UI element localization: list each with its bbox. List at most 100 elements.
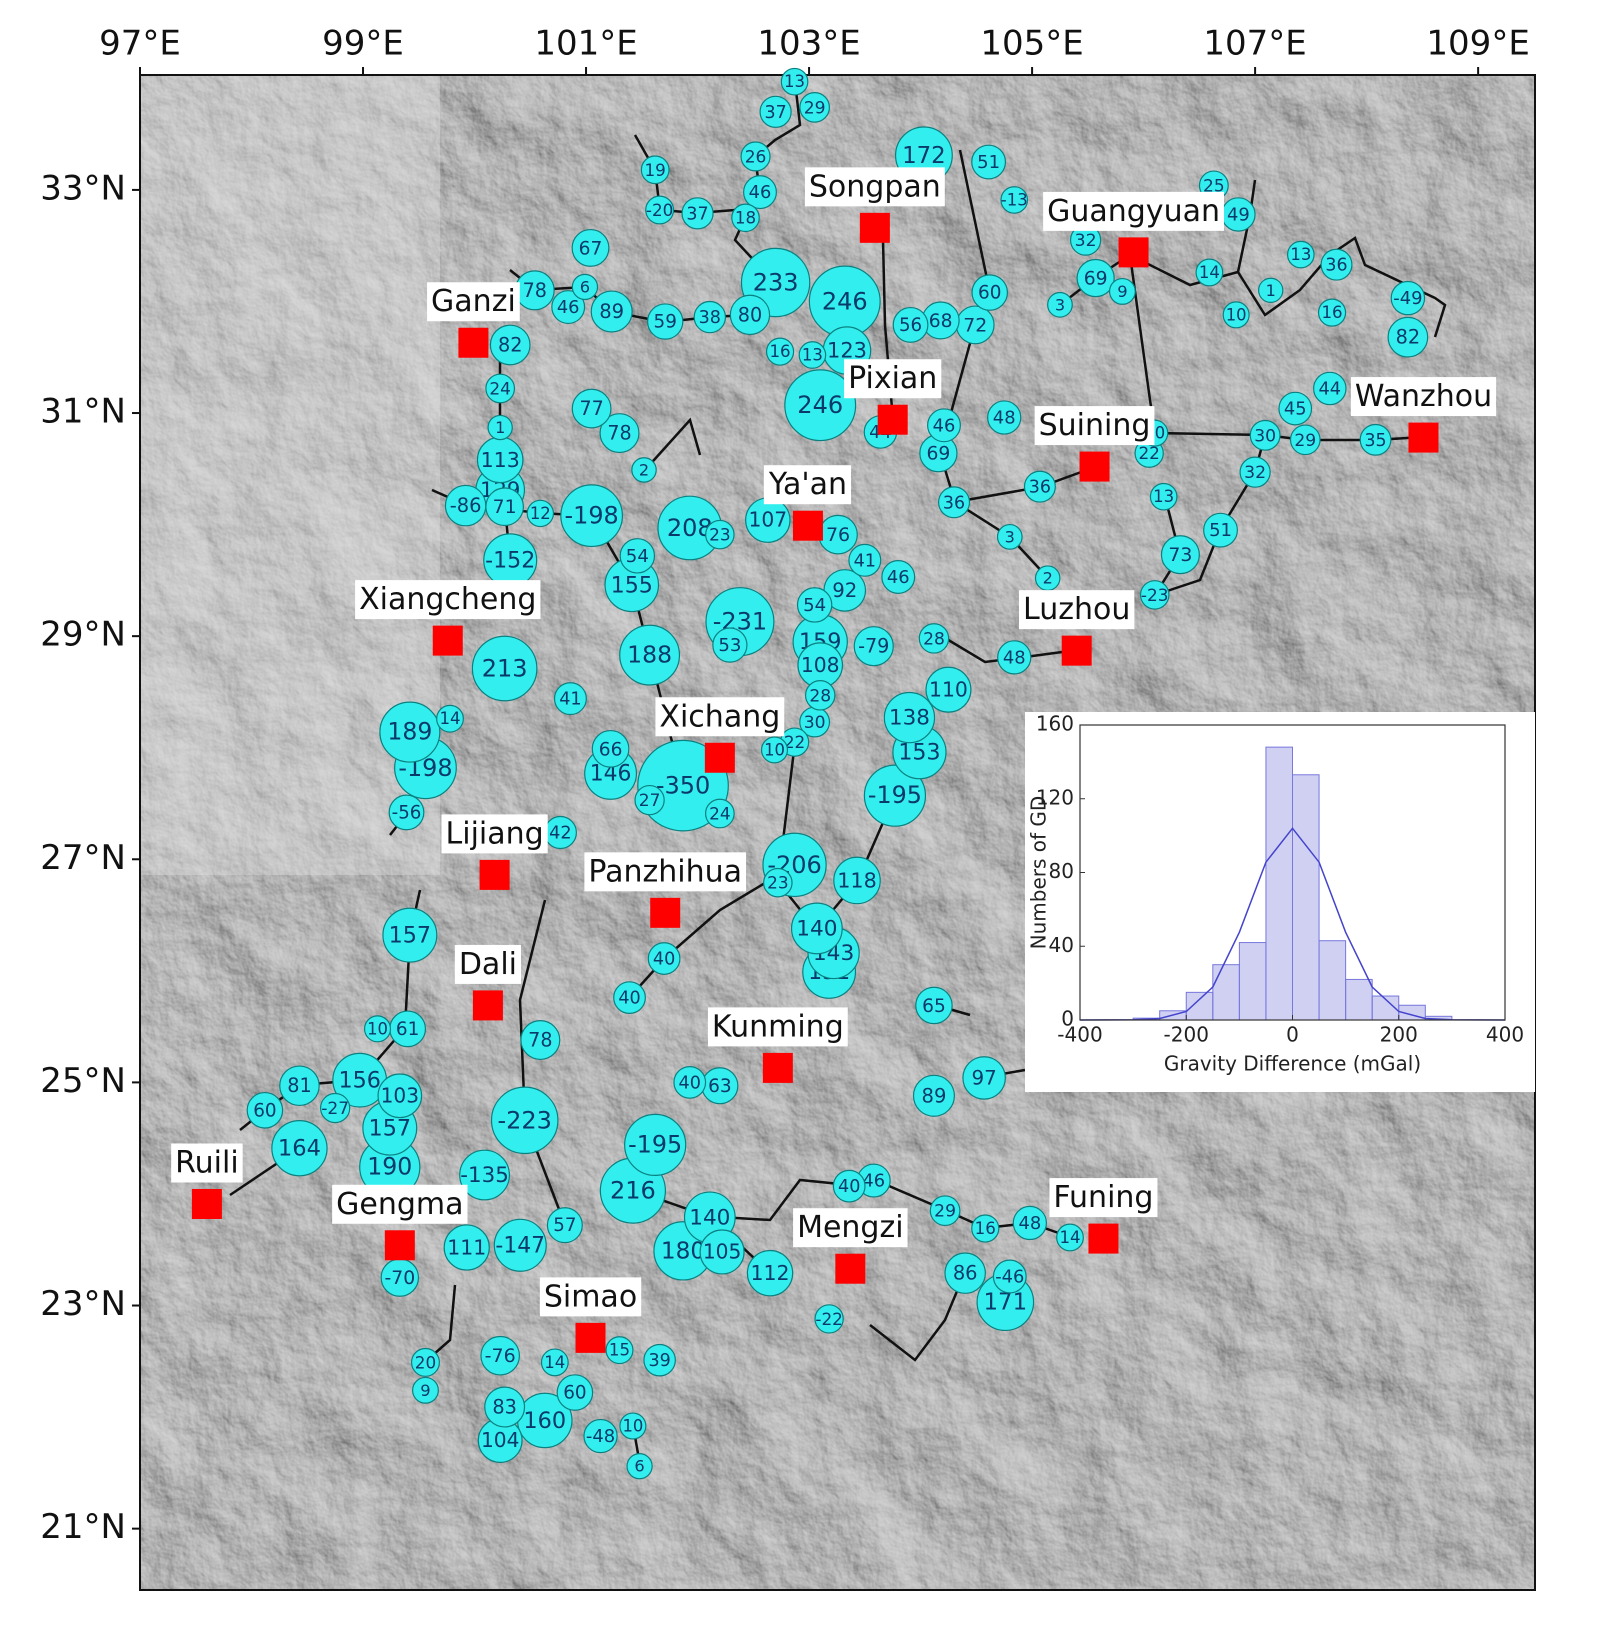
x-tick-label: 400 <box>1486 1023 1524 1047</box>
station-value: 41 <box>559 690 581 710</box>
station-value: 59 <box>654 312 677 333</box>
station-bubble <box>489 324 531 366</box>
station-bubble <box>485 487 524 527</box>
station-value: 72 <box>963 314 987 336</box>
station-bubble <box>1387 316 1429 358</box>
station-bubble <box>729 294 771 336</box>
station-bubble <box>1286 240 1315 269</box>
x-tick-label: 101°E <box>534 24 637 64</box>
station-value: 81 <box>287 1074 311 1097</box>
y-tick-label: 33°N <box>40 168 126 208</box>
city-label: Funing <box>1053 1180 1153 1215</box>
station-value: 153 <box>898 740 940 766</box>
station-bubble <box>377 1073 423 1119</box>
station-value: 45 <box>1284 399 1307 420</box>
station-value: 71 <box>493 497 517 518</box>
station-value: -49 <box>1393 288 1422 309</box>
city-label-bg <box>1043 191 1224 231</box>
station-bubble <box>918 623 950 654</box>
station-value: 180 <box>661 1237 705 1264</box>
city-label-bg <box>804 167 945 207</box>
station-value: 56 <box>899 315 922 336</box>
city-label: Dali <box>459 947 517 982</box>
station-bubble <box>619 1412 647 1440</box>
station-bubble <box>1289 424 1321 456</box>
station-value: 18 <box>735 207 756 227</box>
station-bubble <box>546 1207 583 1244</box>
station-value: 40 <box>618 989 640 1009</box>
y-tick-label: 29°N <box>40 615 126 655</box>
station-value: -13 <box>1001 190 1028 209</box>
station-bubble <box>765 337 795 366</box>
station-value: 48 <box>993 407 1016 428</box>
station-value: 111 <box>447 1236 486 1260</box>
station-value: 69 <box>1084 269 1108 290</box>
city-label: Simao <box>544 1279 637 1314</box>
station-value: 108 <box>801 653 840 677</box>
station-value: -76 <box>485 1345 516 1367</box>
city-label-bg <box>1049 1178 1158 1218</box>
station-value: 60 <box>253 1100 276 1121</box>
city-marker <box>575 1322 606 1353</box>
station-bubble <box>571 388 612 429</box>
station-value: 213 <box>482 655 528 683</box>
station-bubble <box>1390 280 1426 316</box>
station-bubble <box>971 1214 1000 1243</box>
station-bubble <box>388 794 425 831</box>
station-bubble <box>938 486 971 519</box>
station-value: 28 <box>809 686 831 706</box>
station-value: 54 <box>626 546 649 567</box>
station-bubble <box>743 175 777 210</box>
station-value: 13 <box>784 72 805 91</box>
station-value: -27 <box>321 1099 349 1119</box>
city-label-bg <box>763 465 852 505</box>
city-label: Kunming <box>712 1009 844 1044</box>
y-tick-label: 120 <box>1036 785 1074 809</box>
station-value: 246 <box>797 391 843 419</box>
station-bubble <box>833 856 881 905</box>
station-value: 32 <box>1244 463 1266 483</box>
station-value: 44 <box>1319 379 1342 399</box>
station-bubble <box>443 1224 490 1271</box>
station-value: -79 <box>858 635 889 658</box>
station-bubble <box>1313 371 1347 406</box>
station-bubble <box>599 413 640 454</box>
station-value: 36 <box>1029 478 1051 498</box>
station-value: 2 <box>1043 569 1053 588</box>
station-value: -350 <box>656 772 710 800</box>
station-value: 164 <box>278 1136 321 1162</box>
station-value: 46 <box>557 297 580 318</box>
station-value: 40 <box>838 1177 860 1197</box>
station-value: 89 <box>599 300 624 323</box>
city-marker <box>650 897 681 928</box>
station-bubble <box>246 1091 284 1129</box>
station-bubble <box>832 1169 866 1203</box>
station-bubble <box>881 560 916 594</box>
station-value: -198 <box>564 502 618 530</box>
station-value: 65 <box>922 996 946 1017</box>
station-value: 6 <box>580 277 590 296</box>
station-bubble <box>1012 1205 1048 1241</box>
station-bubble <box>487 414 513 441</box>
station-bubble <box>784 369 857 442</box>
y-tick-label: 25°N <box>40 1061 126 1101</box>
station-value: 97 <box>971 1066 996 1089</box>
city-label-bg <box>441 814 548 854</box>
station-value: 80 <box>738 303 762 326</box>
station-bubble <box>705 519 735 550</box>
station-value: 22 <box>784 732 805 752</box>
station-bubble <box>740 141 771 172</box>
city-marker <box>859 212 890 243</box>
x-tick-label: 105°E <box>980 24 1083 64</box>
station-value: 30 <box>1254 426 1276 446</box>
station-value: 46 <box>933 415 956 436</box>
city-label-bg <box>355 580 541 620</box>
station-value: 1 <box>495 418 505 437</box>
station-value: 208 <box>667 514 713 542</box>
station-bubble <box>1195 258 1224 287</box>
station-value: 67 <box>579 238 603 259</box>
station-value: 190 <box>367 1153 412 1181</box>
station-value: 66 <box>599 739 623 760</box>
city-marker <box>835 1253 866 1284</box>
city-label: Lijiang <box>446 816 544 851</box>
